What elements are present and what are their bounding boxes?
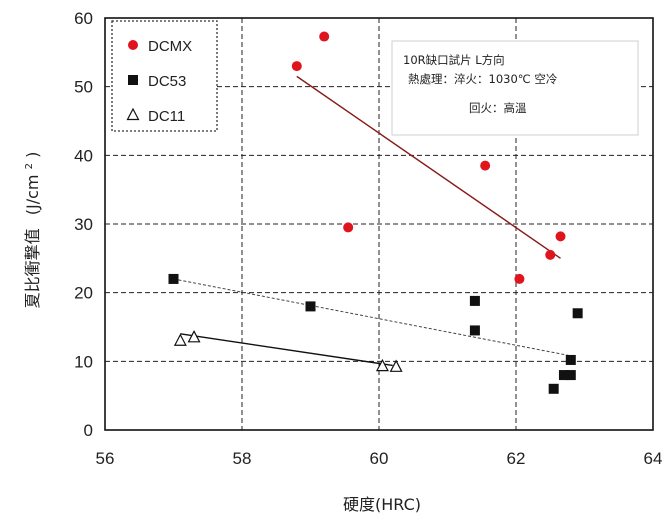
y-tick-label: 10 [74,352,93,371]
point-dcmx [555,231,566,242]
annotation-line-1: 10R缺口試片 L方向 [403,53,505,67]
legend-label-dcmx: DCMX [148,38,192,55]
point-dc53 [469,325,480,336]
point-dcmx [291,61,302,72]
point-dcmx [480,160,491,171]
y-tick-label: 0 [84,421,93,440]
trend-line-dcmx [296,75,561,259]
point-dc11 [389,359,403,372]
point-dc11 [375,358,389,372]
point-dc53 [168,273,179,284]
x-axis-title: 硬度(HRC) [343,495,421,514]
legend-label-dc11: DC11 [148,108,185,125]
legend-items: DCMX DC53 DC11 [126,38,192,125]
trend-line-dc11 [180,333,393,367]
trend-line-dc53 [173,278,571,357]
y-axis-unit-sup: 2 [24,163,35,169]
y-axis-title: 夏比衝撃值 (J/cm 2 ) [17,152,42,309]
point-dc53 [548,383,559,394]
x-tick-label: 62 [507,449,526,468]
point-dc53 [565,370,576,381]
trend-lines [173,75,571,367]
legend-marker-dcmx [128,40,138,50]
x-tick-label: 64 [644,449,663,468]
point-dc11 [173,333,187,346]
point-dc53 [305,301,316,312]
x-tick-labels: 56 58 60 62 64 [96,449,663,468]
y-axis-unit-prefix: (J/cm [23,174,42,215]
annotation-frame [391,40,639,136]
point-dc53 [565,354,576,365]
y-tick-label: 40 [74,146,93,165]
y-axis-unit-suffix: ) [23,152,42,158]
legend-marker-dc11 [126,107,140,121]
point-dc53 [572,308,583,319]
legend-frame [111,20,218,132]
y-tick-label: 20 [74,284,93,303]
y-tick-label: 50 [74,78,93,97]
annotation-line-3: 回火：高溫 [469,101,527,115]
annotation-box: 10R缺口試片 L方向 熱處理：淬火：1030℃ 空冷 回火：高溫 [391,40,639,136]
annotation-line-2: 熱處理：淬火：1030℃ 空冷 [408,72,557,86]
legend: DCMX DC53 DC11 [111,20,218,132]
plot-frame [104,17,654,431]
point-dc53 [469,295,480,306]
svg-text:夏比衝撃值 (J/cm 2: 夏比衝撃值 (J/cm 2 ) [17,152,42,309]
x-tick-label: 58 [233,449,252,468]
x-tick-label: 60 [370,449,389,468]
point-dc53 [558,370,569,381]
y-tick-label: 30 [74,215,93,234]
point-dc11 [187,330,201,343]
data-points [168,31,583,394]
point-dcmx [319,31,330,42]
x-tick-label: 56 [96,449,115,468]
y-axis-title-main: 夏比衝撃值 [23,228,42,308]
point-dcmx [514,273,525,284]
point-dcmx [545,249,556,260]
y-tick-labels: 0 10 20 30 40 50 60 [74,9,93,440]
point-dcmx [343,222,354,233]
y-tick-label: 60 [74,9,93,28]
legend-marker-dc53 [128,75,138,85]
legend-label-dc53: DC53 [148,73,186,90]
